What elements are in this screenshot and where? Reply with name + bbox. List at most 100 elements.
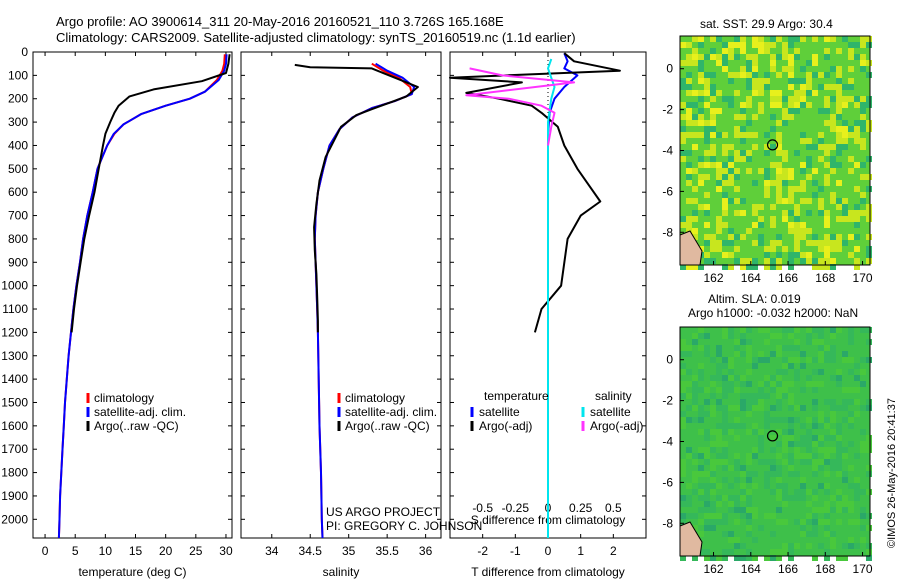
map-pixel bbox=[854, 264, 860, 270]
map-pixel bbox=[758, 222, 764, 228]
map-pixel bbox=[764, 42, 770, 48]
map-pixel bbox=[836, 48, 842, 54]
map-pixel bbox=[698, 465, 704, 471]
map-pixel bbox=[842, 357, 848, 363]
map-pixel bbox=[704, 240, 710, 246]
map-pixel bbox=[830, 144, 836, 150]
map-pixel bbox=[710, 405, 716, 411]
map-pixel bbox=[758, 42, 764, 48]
map-pixel bbox=[704, 126, 710, 132]
map-pixel bbox=[836, 216, 842, 222]
map-pixel bbox=[698, 495, 704, 501]
map-pixel bbox=[824, 102, 830, 108]
map-pixel bbox=[728, 549, 734, 555]
x-tick-label: 30 bbox=[219, 544, 233, 558]
x-tick-label: 34.5 bbox=[299, 544, 323, 558]
map-pixel bbox=[746, 120, 752, 126]
map-pixel bbox=[794, 357, 800, 363]
depth-tick-label: 400 bbox=[8, 138, 28, 152]
map-pixel bbox=[842, 417, 848, 423]
map-lon-label: 170 bbox=[853, 271, 873, 285]
map-pixel bbox=[824, 357, 830, 363]
map-pixel bbox=[770, 513, 776, 519]
map-pixel bbox=[734, 435, 740, 441]
map-pixel bbox=[716, 405, 722, 411]
map-pixel bbox=[812, 192, 818, 198]
map-pixel bbox=[848, 333, 854, 339]
depth-tick-label: 1000 bbox=[1, 279, 28, 293]
map-pixel bbox=[776, 549, 782, 555]
map-pixel bbox=[800, 36, 806, 42]
map-pixel bbox=[758, 351, 764, 357]
map-pixel bbox=[812, 489, 818, 495]
map-pixel bbox=[824, 180, 830, 186]
map-pixel bbox=[782, 327, 788, 333]
map-pixel bbox=[728, 228, 734, 234]
map-pixel bbox=[698, 531, 704, 537]
map-pixel bbox=[788, 186, 794, 192]
map-pixel bbox=[698, 66, 704, 72]
map-pixel bbox=[722, 531, 728, 537]
map-lat-label: -4 bbox=[662, 144, 673, 158]
map-pixel bbox=[806, 84, 812, 90]
map-pixel bbox=[770, 471, 776, 477]
map-pixel bbox=[788, 441, 794, 447]
map-pixel bbox=[746, 54, 752, 60]
map-pixel bbox=[842, 351, 848, 357]
x-tick-label: 36 bbox=[419, 544, 433, 558]
map-pixel bbox=[800, 387, 806, 393]
map-pixel bbox=[794, 210, 800, 216]
map-pixel bbox=[830, 198, 836, 204]
map-pixel bbox=[728, 102, 734, 108]
map-pixel bbox=[824, 417, 830, 423]
profile-panel-3: -2 -1 0 1 2 T difference from climatology -0.5… bbox=[449, 51, 647, 579]
map-pixel bbox=[710, 150, 716, 156]
map-pixel bbox=[698, 264, 704, 270]
map-pixel bbox=[776, 138, 782, 144]
map-pixel bbox=[806, 417, 812, 423]
map-pixel bbox=[746, 72, 752, 78]
map-pixel bbox=[734, 501, 740, 507]
map-pixel bbox=[818, 351, 824, 357]
map-pixel bbox=[824, 234, 830, 240]
map-pixel bbox=[818, 138, 824, 144]
map-pixel bbox=[722, 357, 728, 363]
map-pixel bbox=[800, 519, 806, 525]
map-pixel bbox=[806, 501, 812, 507]
map-pixel bbox=[782, 120, 788, 126]
map-pixel bbox=[692, 375, 698, 381]
map-pixel bbox=[746, 507, 752, 513]
map-pixel bbox=[788, 264, 794, 270]
map-pixel bbox=[860, 60, 866, 66]
map-pixel bbox=[782, 393, 788, 399]
map-pixel bbox=[764, 327, 770, 333]
map-pixel bbox=[776, 483, 782, 489]
map-pixel bbox=[782, 447, 788, 453]
map-pixel bbox=[734, 405, 740, 411]
map-pixel bbox=[716, 363, 722, 369]
map-pixel bbox=[776, 429, 782, 435]
map-pixel bbox=[740, 42, 746, 48]
map-pixel bbox=[686, 90, 692, 96]
map-pixel bbox=[824, 525, 830, 531]
map-pixel bbox=[716, 174, 722, 180]
map-pixel bbox=[776, 387, 782, 393]
map-pixel bbox=[818, 144, 824, 150]
map-pixel bbox=[794, 186, 800, 192]
map-pixel bbox=[752, 453, 758, 459]
map-pixel bbox=[848, 537, 854, 543]
map-pixel bbox=[686, 381, 692, 387]
map-pixel bbox=[830, 411, 836, 417]
map-pixel bbox=[770, 60, 776, 66]
map-pixel bbox=[842, 477, 848, 483]
map-pixel bbox=[806, 333, 812, 339]
map-pixel bbox=[830, 345, 836, 351]
map-pixel bbox=[788, 210, 794, 216]
map-pixel bbox=[866, 447, 872, 453]
map-pixel bbox=[710, 441, 716, 447]
map-pixel bbox=[734, 459, 740, 465]
map-pixel bbox=[824, 144, 830, 150]
map-pixel bbox=[746, 525, 752, 531]
map-pixel bbox=[704, 84, 710, 90]
map-pixel bbox=[734, 387, 740, 393]
